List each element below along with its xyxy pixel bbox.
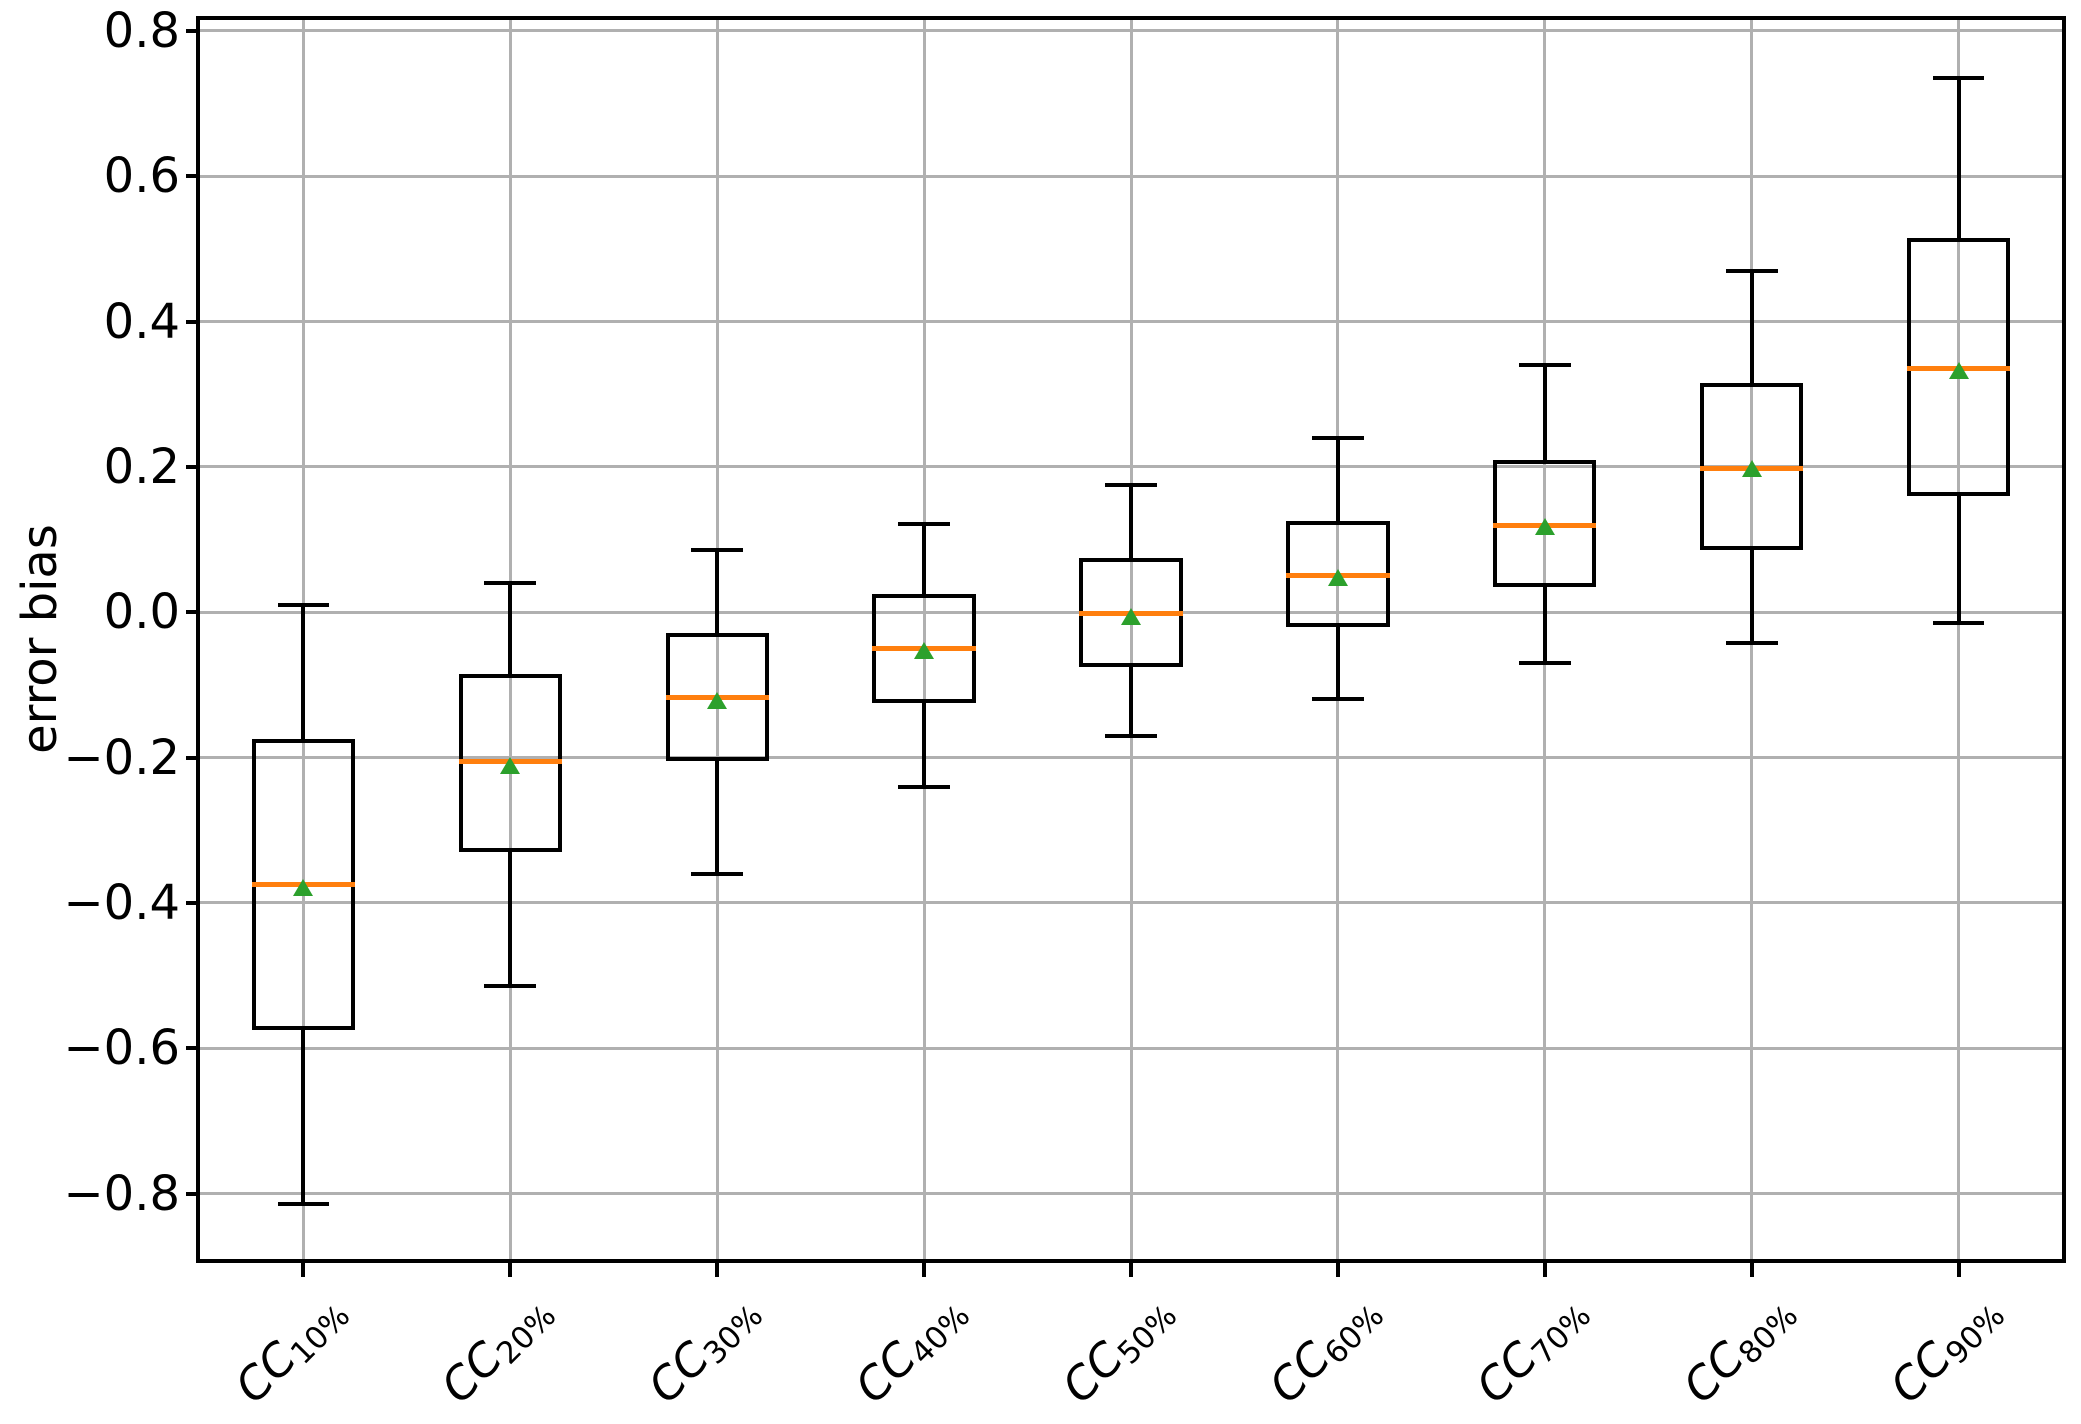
y-tick-0.4: [186, 319, 196, 324]
y-tick-0.8: [186, 28, 196, 33]
cap-upper-CC90%: [1932, 76, 1985, 81]
x-tick-CC60%: [1335, 1263, 1340, 1277]
y-tick-−0.8: [186, 1191, 196, 1196]
cap-lower-CC30%: [691, 871, 744, 876]
x-tick-CC50%: [1129, 1263, 1133, 1277]
y-tick-label-0.4: 0.4: [103, 293, 180, 350]
mean-marker-CC30%: [707, 691, 728, 709]
y-tick-0.6: [186, 174, 196, 179]
cap-lower-CC20%: [484, 984, 537, 989]
cap-upper-CC50%: [1105, 483, 1157, 488]
whisker-upper-CC60%: [1335, 437, 1340, 522]
y-tick-label-−0.2: −0.2: [63, 729, 180, 786]
mean-marker-CC10%: [293, 879, 314, 897]
x-tick-CC30%: [715, 1263, 720, 1277]
gridline-x-CC30%: [715, 20, 719, 1259]
y-tick-label-−0.4: −0.4: [63, 874, 180, 931]
y-tick-label-0.2: 0.2: [103, 438, 180, 495]
whisker-upper-CC70%: [1542, 365, 1547, 460]
cap-upper-CC30%: [691, 548, 744, 553]
cap-upper-CC70%: [1518, 363, 1571, 368]
x-tick-label-text: CC80%: [1672, 1298, 1806, 1414]
cap-upper-CC10%: [277, 602, 330, 607]
cap-upper-CC60%: [1312, 435, 1364, 440]
whisker-lower-CC40%: [922, 703, 927, 787]
mean-marker-CC80%: [1741, 460, 1762, 478]
x-tick-CC80%: [1749, 1263, 1754, 1277]
x-tick-label-text: CC10%: [224, 1298, 357, 1414]
y-tick-−0.4: [186, 900, 196, 905]
gridline-x-CC90%: [1957, 20, 1961, 1259]
mean-marker-CC50%: [1121, 607, 1141, 625]
mean-marker-CC90%: [1948, 361, 1969, 379]
y-tick-label-0.6: 0.6: [103, 148, 180, 205]
cap-lower-CC60%: [1312, 697, 1364, 702]
whisker-lower-CC30%: [715, 761, 720, 874]
gridline-x-CC50%: [1129, 20, 1133, 1259]
cap-upper-CC80%: [1725, 268, 1778, 273]
y-tick-label-−0.8: −0.8: [63, 1165, 180, 1222]
mean-marker-CC60%: [1327, 569, 1348, 587]
whisker-lower-CC80%: [1749, 550, 1754, 644]
cap-lower-CC40%: [898, 784, 950, 789]
whisker-lower-CC70%: [1542, 586, 1547, 664]
y-tick-−0.2: [186, 755, 196, 760]
mean-marker-CC40%: [914, 642, 935, 660]
x-tick-label-text: CC20%: [431, 1298, 564, 1414]
gridline-x-CC40%: [922, 20, 926, 1259]
whisker-upper-CC80%: [1749, 270, 1754, 384]
whisker-upper-CC20%: [508, 583, 513, 674]
y-tick-label-−0.6: −0.6: [63, 1020, 180, 1077]
whisker-upper-CC50%: [1129, 485, 1133, 558]
whisker-lower-CC50%: [1129, 666, 1133, 736]
cap-lower-CC90%: [1932, 621, 1985, 626]
x-tick-label-text: CC70%: [1465, 1298, 1599, 1414]
x-tick-CC90%: [1956, 1263, 1961, 1277]
mean-marker-CC70%: [1534, 518, 1555, 536]
y-tick-0.2: [186, 464, 196, 469]
x-tick-label-text: CC60%: [1258, 1298, 1392, 1414]
whisker-upper-CC40%: [922, 523, 927, 595]
cap-lower-CC10%: [277, 1202, 330, 1207]
y-tick-−0.6: [186, 1046, 196, 1051]
plot-frame: [196, 16, 2066, 1263]
whisker-upper-CC10%: [301, 604, 306, 740]
cap-lower-CC80%: [1725, 641, 1778, 646]
y-tick-0.0: [186, 610, 196, 615]
whisker-upper-CC30%: [715, 550, 720, 633]
cap-lower-CC50%: [1105, 733, 1157, 738]
x-tick-label-text: CC30%: [637, 1298, 771, 1414]
x-tick-CC10%: [301, 1263, 306, 1277]
x-tick-CC20%: [508, 1263, 513, 1277]
whisker-lower-CC10%: [301, 1030, 306, 1205]
y-tick-label-0.8: 0.8: [103, 2, 180, 59]
whisker-lower-CC20%: [508, 852, 513, 987]
x-tick-CC40%: [922, 1263, 927, 1277]
x-tick-label-text: CC40%: [844, 1298, 978, 1414]
whisker-lower-CC60%: [1335, 626, 1340, 700]
x-tick-CC70%: [1542, 1263, 1547, 1277]
cap-lower-CC70%: [1518, 661, 1571, 666]
whisker-lower-CC90%: [1956, 495, 1961, 624]
whisker-upper-CC90%: [1956, 78, 1961, 238]
mean-marker-CC20%: [500, 757, 521, 775]
x-tick-label-text: CC50%: [1051, 1298, 1185, 1414]
cap-upper-CC40%: [898, 521, 950, 526]
y-tick-label-0.0: 0.0: [103, 584, 180, 641]
cap-upper-CC20%: [484, 581, 537, 586]
x-tick-label-text: CC90%: [1879, 1298, 2012, 1414]
